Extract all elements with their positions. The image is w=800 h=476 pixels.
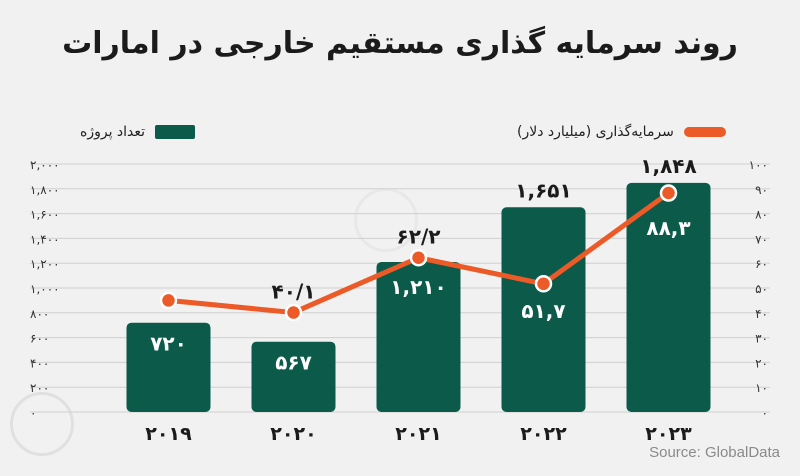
x-tick-label: ۲۰۲۳ bbox=[645, 423, 692, 445]
bar-0 bbox=[126, 322, 211, 412]
y-right-tick-label: ۵۰ bbox=[755, 282, 768, 296]
y-right-tick-label: ۰ bbox=[762, 406, 768, 420]
x-tick-label: ۲۰۲۱ bbox=[395, 423, 441, 445]
bar-1 bbox=[251, 341, 336, 412]
line-value-label: ۵۱,۷ bbox=[521, 299, 565, 323]
watermark-logo bbox=[10, 392, 74, 456]
x-tick-label: ۲۰۲۰ bbox=[270, 423, 316, 445]
chart-title: روند سرمایه گذاری مستقیم خارجی در امارات bbox=[62, 26, 738, 61]
legend-bar-swatch bbox=[155, 125, 196, 139]
y-left-tick-label: ۱,۶۰۰ bbox=[30, 208, 60, 222]
line-value-label: ۶۲/۲ bbox=[397, 225, 441, 249]
y-left-tick-label: ۶۰۰ bbox=[30, 332, 49, 346]
legend-bar-label: تعداد پروژه bbox=[80, 124, 146, 140]
y-left-tick-label: ۱,۲۰۰ bbox=[30, 257, 60, 271]
source-credit: Source: GlobalData bbox=[649, 444, 780, 461]
legend-line-swatch bbox=[683, 127, 726, 137]
bar-value-label: ۱,۸۴۸ bbox=[640, 154, 696, 178]
x-tick-label: ۲۰۱۹ bbox=[145, 423, 192, 445]
legend-line-label: سرمایه‌گذاری (میلیارد دلار) bbox=[517, 124, 674, 140]
legend-bar: تعداد پروژه bbox=[80, 121, 196, 143]
line-point-1 bbox=[284, 303, 303, 322]
line-point-3 bbox=[534, 275, 553, 293]
y-left-tick-label: ۱,۸۰۰ bbox=[30, 183, 60, 197]
y-right-tick-label: ۹۰ bbox=[755, 183, 768, 197]
x-tick-label: ۲۰۲۲ bbox=[520, 423, 567, 445]
y-right-tick-label: ۷۰ bbox=[755, 232, 768, 246]
watermark-logo-center bbox=[354, 188, 418, 252]
y-left-tick-label: ۰ bbox=[30, 406, 36, 420]
y-left-tick-label: ۲۰۰ bbox=[30, 381, 49, 395]
bar-value-label: ۱,۶۵۱ bbox=[515, 178, 571, 202]
y-right-tick-label: ۳۰ bbox=[755, 332, 768, 346]
line-value-label: ۸۸,۳ bbox=[646, 216, 690, 240]
y-left-tick-label: ۲,۰۰۰ bbox=[30, 158, 60, 172]
y-right-tick-label: ۲۰ bbox=[755, 356, 768, 370]
bar-3 bbox=[501, 207, 586, 412]
line-point-4 bbox=[659, 184, 678, 202]
y-left-tick-label: ۱,۰۰۰ bbox=[30, 282, 60, 296]
legend-line: سرمایه‌گذاری (میلیارد دلار) bbox=[517, 121, 726, 143]
y-left-tick-label: ۱,۴۰۰ bbox=[30, 232, 60, 246]
line-point-2 bbox=[409, 248, 428, 267]
bar-value-label: ۱,۲۱۰ bbox=[390, 275, 446, 299]
bar-value-label: ۷۲۰ bbox=[150, 332, 187, 356]
line-value-label: ۴۰/۱ bbox=[272, 280, 316, 304]
y-right-tick-label: ۴۰ bbox=[755, 307, 768, 321]
y-right-tick-label: ۱۰ bbox=[755, 381, 768, 395]
bar-value-label: ۵۶۷ bbox=[275, 351, 312, 375]
bar-4 bbox=[626, 182, 711, 412]
y-left-tick-label: ۴۰۰ bbox=[30, 356, 49, 370]
y-right-tick-label: ۱۰۰ bbox=[749, 158, 768, 172]
y-right-tick-label: ۶۰ bbox=[755, 257, 768, 271]
y-right-tick-label: ۸۰ bbox=[755, 208, 768, 222]
bar-2 bbox=[376, 261, 461, 412]
line-point-0 bbox=[159, 291, 178, 310]
y-left-tick-label: ۸۰۰ bbox=[30, 307, 49, 321]
